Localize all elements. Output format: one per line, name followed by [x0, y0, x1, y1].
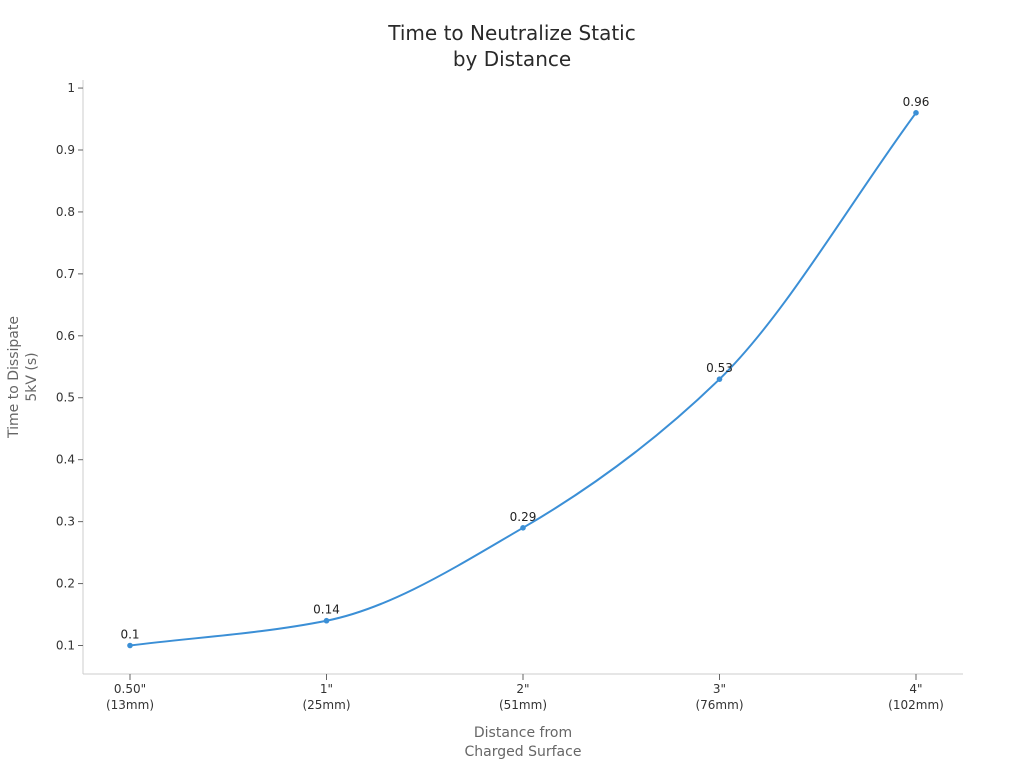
data-point	[520, 525, 526, 531]
x-tick-label-line1: 2"	[516, 682, 529, 696]
data-point	[716, 376, 723, 382]
data-point	[913, 110, 919, 116]
x-tick-label-line1: 4"	[909, 682, 922, 696]
data-label: 0.96	[903, 95, 930, 109]
y-tick-label: 0.2	[56, 577, 75, 591]
data-label: 0.53	[706, 361, 733, 375]
x-tick-label-line1: 0.50"	[114, 682, 146, 696]
y-tick-label: 0.3	[56, 515, 75, 529]
x-axis-label-line2: Charged Surface	[465, 744, 582, 760]
data-label: 0.1	[120, 628, 139, 642]
x-tick-label-line2: (76mm)	[695, 698, 743, 712]
x-axis-label-line1: Distance from	[474, 725, 572, 741]
x-tick-label-line1: 1"	[320, 682, 333, 696]
x-tick-label-line2: (13mm)	[106, 698, 154, 712]
data-label: 0.29	[510, 510, 537, 524]
y-tick-label: 1	[67, 81, 75, 95]
y-axis-label-line1: Time to Dissipate	[6, 316, 22, 439]
y-tick-label: 0.6	[56, 329, 75, 343]
data-label: 0.14	[313, 603, 340, 617]
series-line	[129, 112, 917, 647]
y-tick-label: 0.4	[56, 453, 75, 467]
y-axis-label-line2: 5kV (s)	[24, 352, 40, 401]
y-tick-label: 0.9	[56, 143, 75, 157]
chart-title-line2: by Distance	[453, 47, 571, 71]
x-tick-label-line2: (102mm)	[888, 698, 944, 712]
data-point	[323, 617, 330, 624]
x-tick-label-line2: (51mm)	[499, 698, 547, 712]
data-point	[127, 642, 133, 649]
x-tick-label-line2: (25mm)	[302, 698, 350, 712]
x-tick-label-line1: 3"	[713, 682, 726, 696]
y-tick-label: 0.5	[56, 391, 75, 405]
y-tick-label: 0.7	[56, 267, 75, 281]
y-tick-label: 0.1	[56, 639, 75, 653]
y-tick-label: 0.8	[56, 205, 75, 219]
chart-title-line1: Time to Neutralize Static	[387, 21, 635, 45]
